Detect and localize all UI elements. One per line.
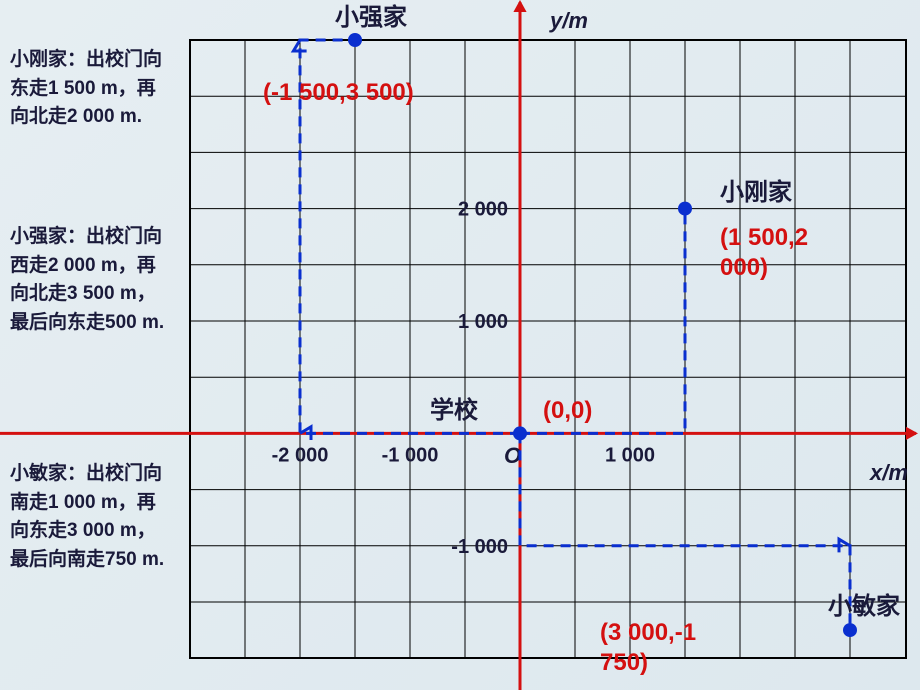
x-axis-label: x/m [869,460,908,485]
xiaoqiang-point [348,33,362,47]
x-tick: -1 000 [382,444,439,466]
xiaoqiang-name: 小强家 [335,3,407,31]
origin-point [513,426,527,440]
xiaogang-coord: (1 500,2 [720,224,808,251]
xiaomin-name: 小敏家 [828,592,900,620]
xiaogang-desc: 小刚家：出校门向东走1 500 m，再向北走2 000 m. [10,46,170,132]
y-tick: 1 000 [458,311,508,333]
xiaomin-coord: 750) [600,649,648,676]
x-tick: -2 000 [272,444,329,466]
paths [293,40,850,630]
xiaomin-coord: (3 000,-1 [600,619,696,646]
xiaogang-point [678,202,692,216]
xiaomin-desc: 小敏家：出校门向南走1 000 m，再向东走3 000 m，最后向南走750 m… [10,460,170,574]
y-tick: 2 000 [458,199,508,221]
y-tick: -1 000 [451,536,508,558]
y-axis-label: y/m [549,8,588,33]
xiaoqiang-desc: 小强家：出校门向西走2 000 m，再向北走3 500 m，最后向东走500 m… [10,223,170,337]
xiaogang-coord: 000) [720,254,768,281]
x-tick: 1 000 [605,444,655,466]
tick-labels: -2 000 -1 000 1 000 1 000 2 000 -1 000 [272,199,655,558]
xiaoqiang-coord: (-1 500,3 500) [263,79,414,106]
xiaogang-name: 小刚家 [720,178,792,206]
school-label: 学校 [430,396,479,424]
school-coord: (0,0) [543,397,592,424]
grid [190,40,906,658]
xiaomin-point [843,623,857,637]
